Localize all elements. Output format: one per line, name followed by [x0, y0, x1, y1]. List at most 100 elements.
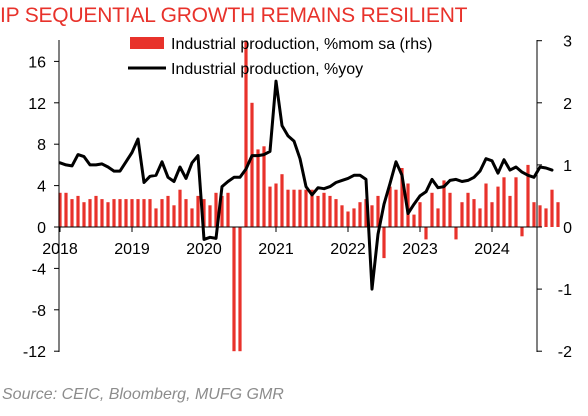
bar — [526, 164, 530, 227]
x-tick-label: 2018 — [42, 241, 78, 258]
bar — [298, 189, 302, 227]
left-tick-label: 12 — [28, 96, 46, 113]
bar — [478, 208, 482, 227]
bar — [514, 177, 518, 227]
bar — [418, 202, 422, 227]
bar — [292, 189, 296, 227]
bar — [58, 192, 62, 227]
bar — [472, 199, 476, 227]
bar — [88, 199, 92, 227]
bar — [178, 189, 182, 227]
x-tick-label: 2019 — [114, 241, 150, 258]
bar — [346, 211, 350, 227]
bar — [214, 192, 218, 227]
bar — [532, 202, 536, 227]
bar — [244, 40, 248, 228]
bar — [442, 180, 446, 227]
bar — [538, 205, 542, 227]
right-tick-label: -1 — [558, 282, 572, 299]
bar — [184, 199, 188, 227]
bar — [352, 208, 356, 227]
bar — [148, 199, 152, 227]
chart-axes — [54, 40, 542, 352]
bar — [232, 227, 236, 352]
right-tick-label: 0 — [563, 220, 572, 237]
bar — [382, 227, 386, 259]
left-tick-label: -12 — [23, 344, 46, 361]
left-tick-label: 8 — [37, 137, 46, 154]
bar — [100, 199, 104, 227]
bar — [400, 168, 404, 227]
left-tick-label: 4 — [37, 179, 46, 196]
bar — [106, 202, 110, 227]
bar — [310, 189, 314, 227]
bar — [364, 199, 368, 227]
bar — [142, 199, 146, 227]
yoy-line — [58, 79, 554, 291]
bar — [238, 227, 242, 352]
bar-series-mom — [58, 40, 560, 352]
bar — [136, 199, 140, 227]
bar — [430, 192, 434, 227]
bar — [466, 192, 470, 227]
bar — [322, 192, 326, 227]
chart-plot: 16 12 8 4 0 -4 -8 -12 3 2 1 0 -1 -2 2018 2019 2020 2021 20… — [23, 34, 572, 362]
bar — [328, 195, 332, 227]
left-tick-label: 0 — [37, 220, 46, 237]
bar — [166, 195, 170, 227]
left-tick-label: -8 — [32, 303, 46, 320]
bar — [160, 199, 164, 227]
source-note: Source: CEIC, Bloomberg, MUFG GMR — [2, 386, 284, 403]
bar — [334, 199, 338, 227]
bar — [436, 208, 440, 227]
bar — [484, 183, 488, 227]
bar — [340, 205, 344, 227]
bar — [544, 208, 548, 227]
bar — [358, 202, 362, 227]
bar — [316, 195, 320, 227]
chart-title: IP SEQUENTIAL GROWTH REMAINS RESILIENT — [0, 4, 468, 27]
right-tick-label: -2 — [558, 344, 572, 361]
bar — [556, 202, 560, 227]
bar — [112, 199, 116, 227]
bar — [370, 205, 374, 227]
bar — [304, 189, 308, 227]
left-tick-label: -4 — [32, 261, 46, 278]
bar — [448, 192, 452, 227]
right-tick-label: 2 — [563, 96, 572, 113]
bar — [454, 227, 458, 240]
legend-bar-swatch — [130, 37, 164, 49]
bar — [520, 227, 524, 237]
x-tick-label: 2023 — [402, 241, 438, 258]
bar — [124, 199, 128, 227]
bar — [550, 189, 554, 227]
x-tick-label: 2020 — [186, 241, 222, 258]
bar — [496, 186, 500, 227]
right-tick-label: 3 — [563, 34, 572, 51]
bar — [70, 199, 74, 227]
bar — [94, 195, 98, 227]
bar — [250, 102, 254, 227]
bar — [376, 195, 380, 227]
bar — [82, 202, 86, 227]
x-tick-label: 2021 — [258, 241, 294, 258]
legend-label-mom: Industrial production, %mom sa (rhs) — [171, 36, 432, 53]
bar — [172, 205, 176, 227]
left-tick-label: 16 — [28, 54, 46, 71]
bar — [226, 192, 230, 227]
bar — [64, 192, 68, 227]
bar — [202, 199, 206, 227]
tick-labels: 16 12 8 4 0 -4 -8 -12 3 2 1 0 -1 -2 2018 2019 2020 2021 20… — [23, 34, 572, 362]
bar — [412, 214, 416, 227]
bar — [220, 195, 224, 227]
bar — [268, 186, 272, 227]
bar — [388, 186, 392, 227]
bar — [280, 174, 284, 227]
bar — [490, 202, 494, 227]
bar — [196, 195, 200, 227]
bar — [274, 183, 278, 227]
bar — [76, 195, 80, 227]
bar — [118, 199, 122, 227]
bar — [508, 195, 512, 227]
bar — [190, 208, 194, 227]
